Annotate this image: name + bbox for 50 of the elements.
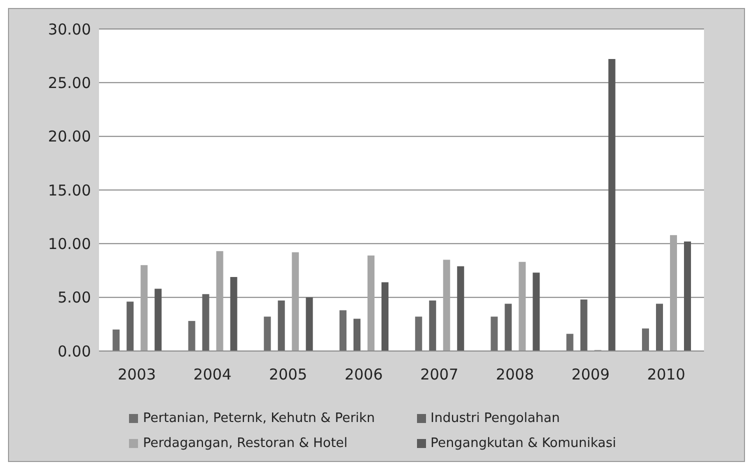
bar — [608, 59, 616, 351]
y-tick-label: 25.00 — [48, 74, 91, 92]
bar — [367, 255, 374, 351]
y-tick-label: 5.00 — [58, 288, 91, 307]
bar — [670, 235, 677, 351]
y-tick-label: 15.00 — [48, 181, 91, 200]
bar — [339, 310, 346, 351]
bar — [518, 262, 526, 351]
x-tick-label: 2003 — [118, 366, 156, 384]
bar — [188, 320, 196, 351]
y-tick-label: 20.00 — [48, 128, 91, 146]
bar — [353, 318, 360, 351]
x-tick-label: 2008 — [496, 366, 534, 384]
bar — [216, 251, 224, 351]
bar — [532, 272, 540, 351]
x-tick-label: 2004 — [193, 366, 232, 384]
x-tick-label: 2007 — [420, 366, 458, 384]
legend-label: Industri Pengolahan — [430, 411, 560, 426]
y-tick-label: 30.00 — [48, 20, 91, 38]
y-tick-label: 0.00 — [58, 342, 91, 360]
bar — [126, 302, 134, 351]
x-tick-label: 2006 — [344, 366, 383, 384]
bar — [656, 304, 663, 351]
bar — [504, 304, 512, 351]
bar — [684, 242, 691, 351]
bar — [112, 330, 120, 351]
bar — [429, 300, 436, 351]
bar — [292, 252, 299, 351]
bar — [306, 297, 313, 351]
bar — [381, 282, 388, 351]
bar — [415, 316, 422, 351]
bar — [566, 334, 574, 351]
legend-label: Pertanian, Peternk, Kehutn & Perikn — [143, 411, 375, 426]
bar — [457, 266, 464, 351]
bar — [202, 294, 210, 351]
bar — [154, 288, 162, 351]
bar — [230, 276, 238, 351]
x-tick-label: 2009 — [571, 366, 610, 384]
bar — [264, 316, 271, 351]
bar — [278, 300, 285, 351]
bar — [490, 316, 498, 351]
x-tick-label: 2005 — [268, 366, 308, 384]
y-tick-label: 10.00 — [48, 234, 91, 253]
bar — [443, 260, 450, 351]
x-tick-label: 2010 — [647, 366, 686, 384]
legend-label: Perdagangan, Restoran & Hotel — [143, 436, 348, 451]
bar — [642, 328, 649, 351]
bar — [140, 265, 148, 351]
bar — [580, 299, 588, 351]
legend-label: Pengangkutan & Komunikasi — [430, 436, 616, 451]
